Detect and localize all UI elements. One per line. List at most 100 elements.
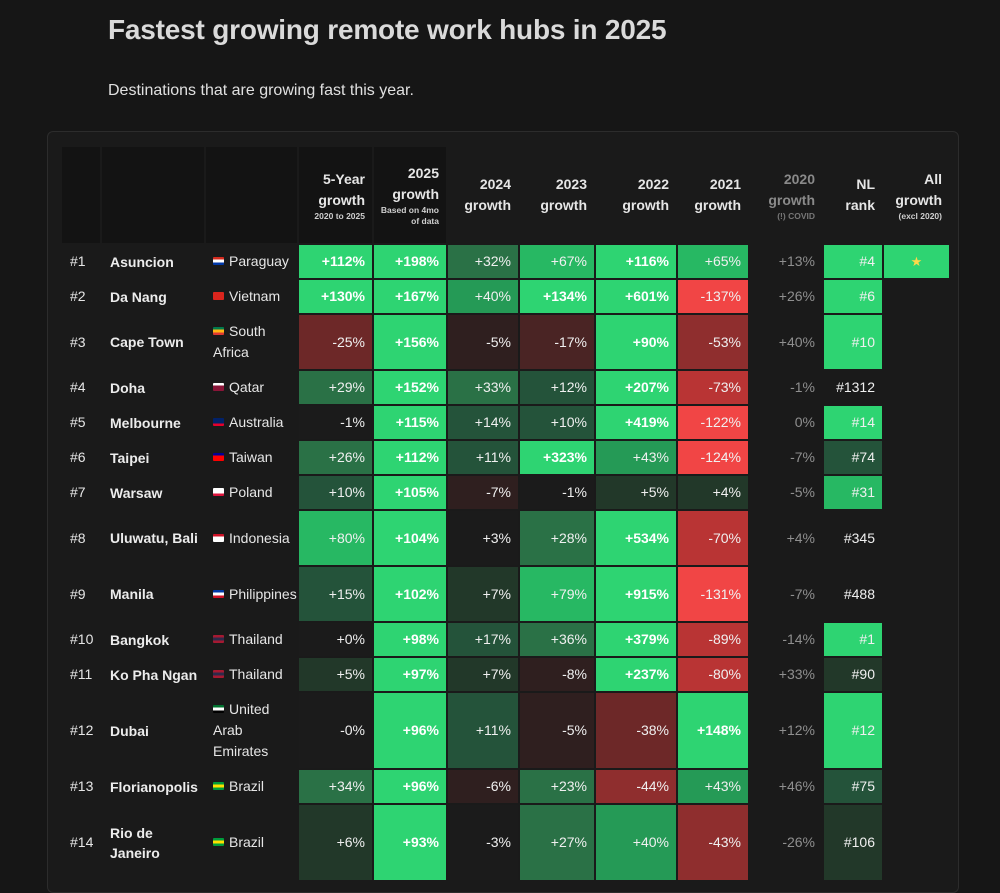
country-flag-icon [213, 383, 224, 391]
cell-all-growth [884, 693, 949, 768]
cell-country: Poland [206, 476, 297, 509]
cell-2020-growth: -7% [750, 567, 822, 621]
table-row[interactable]: #12 Dubai United Arab Emirates -0% +96% +11% -… [62, 693, 949, 768]
country-name: Australia [229, 414, 284, 430]
table-row[interactable]: #7 Warsaw Poland +10% +105% -7% -1% +5% +4% -5% #3… [62, 476, 949, 509]
header-2025-growth[interactable]: 2025 growth Based on 4mo of data [374, 147, 446, 243]
cell-2023-growth: +67% [520, 245, 594, 278]
cell-nl-rank: #1 [824, 623, 882, 656]
cell-city[interactable]: Bangkok [102, 623, 204, 656]
page-subtitle: Destinations that are growing fast this … [108, 82, 414, 99]
table-row[interactable]: #9 Manila Philippines +15% +102% +7% +79% +915%… [62, 567, 949, 621]
cell-city[interactable]: Warsaw [102, 476, 204, 509]
cell-2020-growth: -26% [750, 805, 822, 880]
cell-all-growth [884, 623, 949, 656]
header-2023-growth[interactable]: 2023 growth [520, 147, 594, 243]
cell-2024-growth: +3% [448, 511, 518, 565]
header-rank[interactable] [62, 147, 100, 243]
country-name: Qatar [229, 379, 265, 395]
table-row[interactable]: #1 Asuncion Paraguay +112% +198% +32% +67% +116… [62, 245, 949, 278]
cell-city[interactable]: Doha [102, 371, 204, 404]
cell-city[interactable]: Florianopolis [102, 770, 204, 803]
cell-2021-growth: -80% [678, 658, 748, 691]
cell-rank: #11 [62, 658, 100, 691]
header-nl-rank[interactable]: NL rank [824, 147, 882, 243]
cell-2023-growth: +134% [520, 280, 594, 313]
cell-5-year-growth: +34% [299, 770, 372, 803]
table-row[interactable]: #10 Bangkok Thailand +0% +98% +17% +36% +379% -8… [62, 623, 949, 656]
cell-city[interactable]: Rio de Janeiro [102, 805, 204, 880]
cell-2022-growth: +379% [596, 623, 676, 656]
country-name: Brazil [229, 834, 265, 850]
cell-2024-growth: +11% [448, 441, 518, 474]
cell-country: Australia [206, 406, 297, 439]
cell-2025-growth: +96% [374, 770, 446, 803]
cell-2025-growth: +115% [374, 406, 446, 439]
cell-city[interactable]: Taipei [102, 441, 204, 474]
cell-country: Vietnam [206, 280, 297, 313]
table-row[interactable]: #5 Melbourne Australia -1% +115% +14% +10% +419… [62, 406, 949, 439]
country-flag-icon [213, 327, 224, 335]
cell-city[interactable]: Asuncion [102, 245, 204, 278]
cell-5-year-growth: -25% [299, 315, 372, 369]
country-name: Vietnam [229, 288, 281, 304]
table-row[interactable]: #4 Doha Qatar +29% +152% +33% +12% +207% -73% -1%… [62, 371, 949, 404]
cell-city[interactable]: Uluwatu, Bali [102, 511, 204, 565]
cell-all-growth [884, 406, 949, 439]
cell-city[interactable]: Dubai [102, 693, 204, 768]
cell-country: Thailand [206, 623, 297, 656]
cell-2021-growth: -53% [678, 315, 748, 369]
cell-city[interactable]: Manila [102, 567, 204, 621]
table-row[interactable]: #6 Taipei Taiwan +26% +112% +11% +323% +43% -124… [62, 441, 949, 474]
growth-table: 5-Year growth 2020 to 2025 2025 growth Bas… [60, 145, 951, 882]
header-city[interactable] [102, 147, 204, 243]
cell-2024-growth: -6% [448, 770, 518, 803]
cell-all-growth [884, 280, 949, 313]
table-row[interactable]: #2 Da Nang Vietnam +130% +167% +40% +134% +601%… [62, 280, 949, 313]
cell-2025-growth: +167% [374, 280, 446, 313]
table-row[interactable]: #14 Rio de Janeiro Brazil +6% +93% -3% +27% +40… [62, 805, 949, 880]
cell-2020-growth: 0% [750, 406, 822, 439]
header-2020-growth[interactable]: 2020 growth (!) COVID [750, 147, 822, 243]
cell-2024-growth: +7% [448, 658, 518, 691]
country-flag-icon [213, 670, 224, 678]
cell-2022-growth: +237% [596, 658, 676, 691]
header-2021-growth[interactable]: 2021 growth [678, 147, 748, 243]
cell-rank: #13 [62, 770, 100, 803]
cell-all-growth [884, 770, 949, 803]
cell-country: Brazil [206, 805, 297, 880]
cell-rank: #9 [62, 567, 100, 621]
header-5-year-growth[interactable]: 5-Year growth 2020 to 2025 [299, 147, 372, 243]
header-2022-growth[interactable]: 2022 growth [596, 147, 676, 243]
cell-2021-growth: +148% [678, 693, 748, 768]
cell-2021-growth: +4% [678, 476, 748, 509]
cell-5-year-growth: +80% [299, 511, 372, 565]
cell-5-year-growth: +130% [299, 280, 372, 313]
cell-rank: #2 [62, 280, 100, 313]
cell-5-year-growth: +0% [299, 623, 372, 656]
cell-2020-growth: -5% [750, 476, 822, 509]
table-row[interactable]: #11 Ko Pha Ngan Thailand +5% +97% +7% -8% +237%… [62, 658, 949, 691]
cell-city[interactable]: Melbourne [102, 406, 204, 439]
header-2024-growth[interactable]: 2024 growth [448, 147, 518, 243]
cell-nl-rank: #6 [824, 280, 882, 313]
cell-city[interactable]: Ko Pha Ngan [102, 658, 204, 691]
header-all-growth[interactable]: All growth (excl 2020) [884, 147, 949, 243]
cell-2025-growth: +96% [374, 693, 446, 768]
cell-2022-growth: +419% [596, 406, 676, 439]
table-row[interactable]: #8 Uluwatu, Bali Indonesia +80% +104% +3% +28%… [62, 511, 949, 565]
cell-2023-growth: +28% [520, 511, 594, 565]
cell-2020-growth: -14% [750, 623, 822, 656]
cell-5-year-growth: +6% [299, 805, 372, 880]
table-row[interactable]: #13 Florianopolis Brazil +34% +96% -6% +23% -44… [62, 770, 949, 803]
cell-nl-rank: #106 [824, 805, 882, 880]
cell-city[interactable]: Cape Town [102, 315, 204, 369]
cell-city[interactable]: Da Nang [102, 280, 204, 313]
cell-all-growth [884, 476, 949, 509]
country-name: Thailand [229, 631, 283, 647]
header-country[interactable] [206, 147, 297, 243]
cell-2023-growth: -8% [520, 658, 594, 691]
cell-all-growth [884, 567, 949, 621]
table-row[interactable]: #3 Cape Town South Africa -25% +156% -5% -17% +… [62, 315, 949, 369]
cell-rank: #12 [62, 693, 100, 768]
